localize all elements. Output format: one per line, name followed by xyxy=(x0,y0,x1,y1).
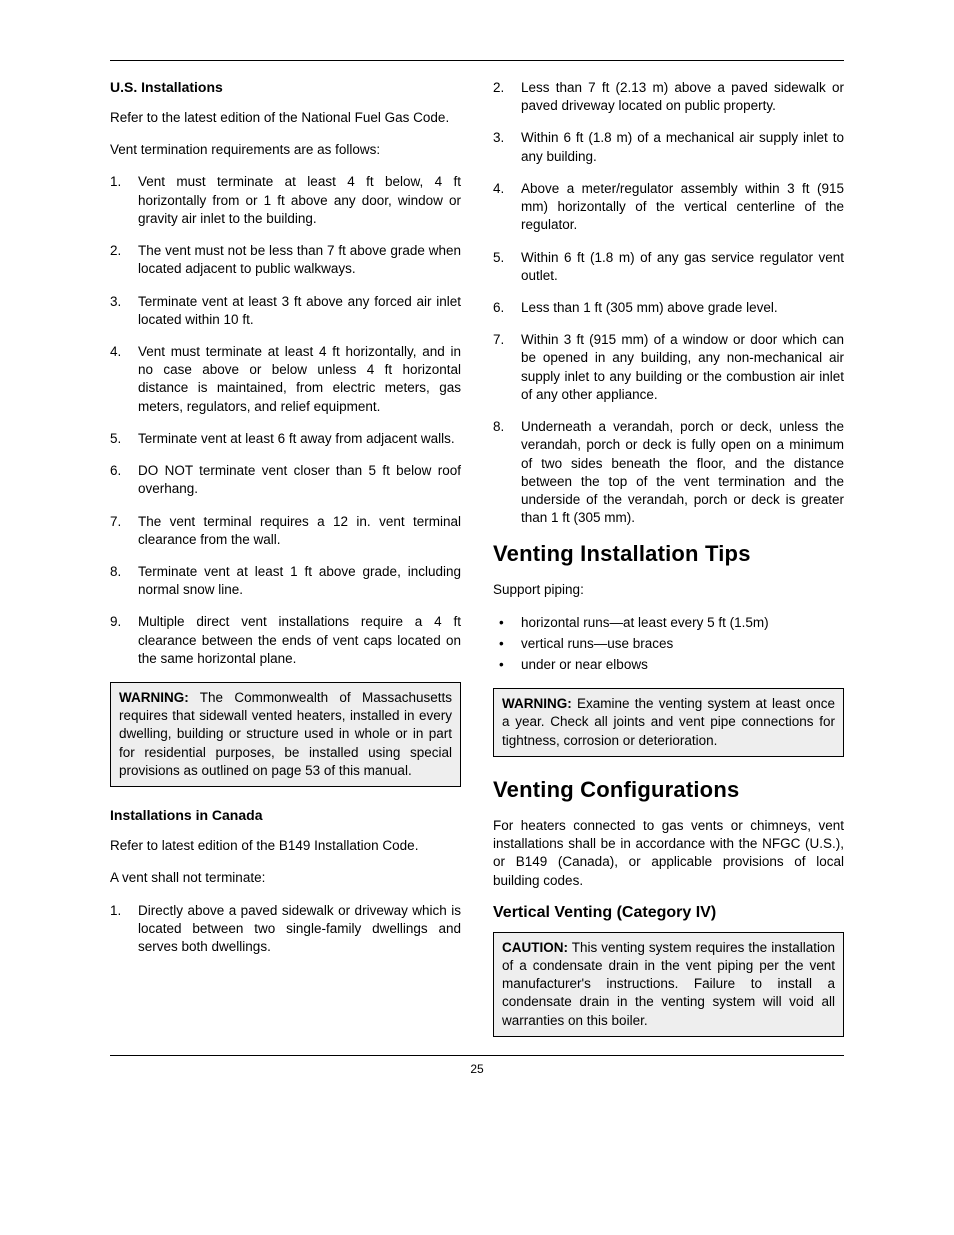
list-item: 1.Directly above a paved sidewalk or dri… xyxy=(110,902,461,957)
list-item: 8.Terminate vent at least 1 ft above gra… xyxy=(110,563,461,599)
page: U.S. Installations Refer to the latest e… xyxy=(0,0,954,1116)
ca-p2: A vent shall not terminate: xyxy=(110,869,461,887)
list-number: 2. xyxy=(110,242,138,278)
list-item: 5.Within 6 ft (1.8 m) of any gas service… xyxy=(493,249,844,285)
list-item: 7.The vent terminal requires a 12 in. ve… xyxy=(110,513,461,549)
list-text: Less than 1 ft (305 mm) above grade leve… xyxy=(521,299,844,317)
page-number: 25 xyxy=(110,1062,844,1076)
list-text: Within 6 ft (1.8 m) of a mechanical air … xyxy=(521,129,844,165)
list-number: 5. xyxy=(493,249,521,285)
bullet-icon: • xyxy=(493,656,521,674)
list-number: 4. xyxy=(110,343,138,416)
us-requirements-list: 1.Vent must terminate at least 4 ft belo… xyxy=(110,173,461,668)
list-text: Underneath a verandah, porch or deck, un… xyxy=(521,418,844,527)
list-item: 3.Terminate vent at least 3 ft above any… xyxy=(110,293,461,329)
list-item: 4.Vent must terminate at least 4 ft hori… xyxy=(110,343,461,416)
warning-massachusetts-box: WARNING: The Commonwealth of Massachuset… xyxy=(110,682,461,787)
list-text: Within 6 ft (1.8 m) of any gas service r… xyxy=(521,249,844,285)
list-item: 3.Within 6 ft (1.8 m) of a mechanical ai… xyxy=(493,129,844,165)
list-number: 5. xyxy=(110,430,138,448)
list-number: 6. xyxy=(493,299,521,317)
list-item: •under or near elbows xyxy=(493,656,844,674)
list-text: The vent terminal requires a 12 in. vent… xyxy=(138,513,461,549)
canada-list-start: 1.Directly above a paved sidewalk or dri… xyxy=(110,902,461,957)
list-item: 8.Underneath a verandah, porch or deck, … xyxy=(493,418,844,527)
list-text: Vent must terminate at least 4 ft horizo… xyxy=(138,343,461,416)
list-number: 9. xyxy=(110,613,138,668)
canada-installations-heading: Installations in Canada xyxy=(110,807,461,823)
list-item: •vertical runs—use braces xyxy=(493,635,844,653)
list-number: 6. xyxy=(110,462,138,498)
list-item: 1.Vent must terminate at least 4 ft belo… xyxy=(110,173,461,228)
list-item: 6.Less than 1 ft (305 mm) above grade le… xyxy=(493,299,844,317)
tips-p1: Support piping: xyxy=(493,581,844,599)
caution-box: CAUTION: This venting system requires th… xyxy=(493,932,844,1037)
list-item: 6.DO NOT terminate vent closer than 5 ft… xyxy=(110,462,461,498)
list-number: 8. xyxy=(110,563,138,599)
warning-label: WARNING: xyxy=(119,690,189,705)
list-number: 3. xyxy=(493,129,521,165)
list-text: Above a meter/regulator assembly within … xyxy=(521,180,844,235)
list-number: 1. xyxy=(110,173,138,228)
top-rule xyxy=(110,60,844,61)
us-installations-heading: U.S. Installations xyxy=(110,79,461,95)
list-text: Terminate vent at least 1 ft above grade… xyxy=(138,563,461,599)
list-text: Directly above a paved sidewalk or drive… xyxy=(138,902,461,957)
list-item: 7.Within 3 ft (915 mm) of a window or do… xyxy=(493,331,844,404)
us-p1: Refer to the latest edition of the Natio… xyxy=(110,109,461,127)
list-item: 2.Less than 7 ft (2.13 m) above a paved … xyxy=(493,79,844,115)
list-item: 2.The vent must not be less than 7 ft ab… xyxy=(110,242,461,278)
canada-list-continued: 2.Less than 7 ft (2.13 m) above a paved … xyxy=(493,79,844,527)
list-number: 3. xyxy=(110,293,138,329)
list-item: 5.Terminate vent at least 6 ft away from… xyxy=(110,430,461,448)
list-text: under or near elbows xyxy=(521,656,844,674)
list-number: 4. xyxy=(493,180,521,235)
right-column: 2.Less than 7 ft (2.13 m) above a paved … xyxy=(493,79,844,1037)
warning-label: WARNING: xyxy=(502,696,572,711)
list-number: 2. xyxy=(493,79,521,115)
venting-configurations-heading: Venting Configurations xyxy=(493,777,844,803)
venting-installation-tips-heading: Venting Installation Tips xyxy=(493,541,844,567)
list-number: 8. xyxy=(493,418,521,527)
warning-venting-box: WARNING: Examine the venting system at l… xyxy=(493,688,844,757)
us-p2: Vent termination requirements are as fol… xyxy=(110,141,461,159)
bullet-icon: • xyxy=(493,635,521,653)
bottom-rule xyxy=(110,1055,844,1056)
list-item: •horizontal runs—at least every 5 ft (1.… xyxy=(493,614,844,632)
list-text: horizontal runs—at least every 5 ft (1.5… xyxy=(521,614,844,632)
list-item: 4.Above a meter/regulator assembly withi… xyxy=(493,180,844,235)
list-text: Within 3 ft (915 mm) of a window or door… xyxy=(521,331,844,404)
list-text: Vent must terminate at least 4 ft below,… xyxy=(138,173,461,228)
two-column-layout: U.S. Installations Refer to the latest e… xyxy=(110,79,844,1037)
list-text: Less than 7 ft (2.13 m) above a paved si… xyxy=(521,79,844,115)
vertical-venting-heading: Vertical Venting (Category IV) xyxy=(493,904,844,922)
tips-list: •horizontal runs—at least every 5 ft (1.… xyxy=(493,614,844,675)
list-item: 9.Multiple direct vent installations req… xyxy=(110,613,461,668)
list-text: DO NOT terminate vent closer than 5 ft b… xyxy=(138,462,461,498)
list-number: 7. xyxy=(493,331,521,404)
list-text: Terminate vent at least 3 ft above any f… xyxy=(138,293,461,329)
list-text: The vent must not be less than 7 ft abov… xyxy=(138,242,461,278)
ca-p1: Refer to latest edition of the B149 Inst… xyxy=(110,837,461,855)
caution-label: CAUTION: xyxy=(502,940,568,955)
list-text: Terminate vent at least 6 ft away from a… xyxy=(138,430,461,448)
list-text: vertical runs—use braces xyxy=(521,635,844,653)
list-number: 1. xyxy=(110,902,138,957)
config-p1: For heaters connected to gas vents or ch… xyxy=(493,817,844,890)
list-text: Multiple direct vent installations requi… xyxy=(138,613,461,668)
bullet-icon: • xyxy=(493,614,521,632)
list-number: 7. xyxy=(110,513,138,549)
left-column: U.S. Installations Refer to the latest e… xyxy=(110,79,461,1037)
